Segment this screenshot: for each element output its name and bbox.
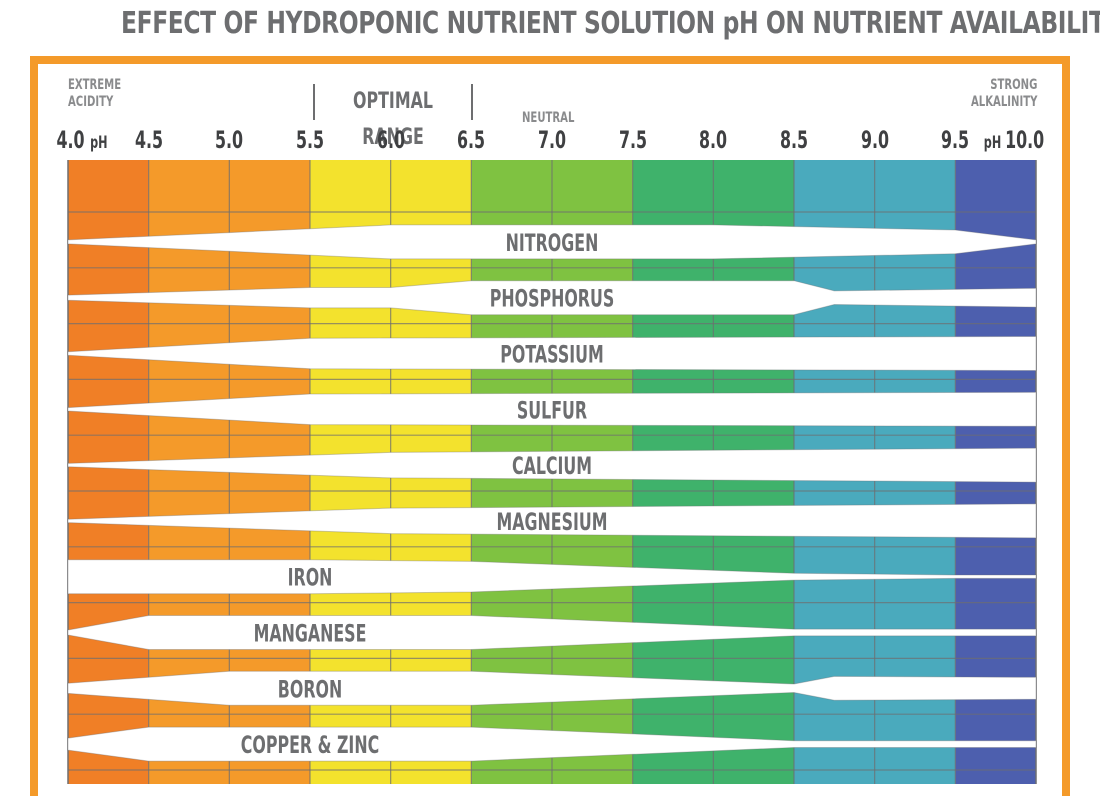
tick-label-9.0: 9.0 <box>860 126 889 154</box>
nutrient-labels: NITROGEN PHOSPHORUS POTASSIUM SULFUR CALCIUM… <box>241 228 614 759</box>
tick-label-8.5: 8.5 <box>779 126 809 154</box>
label-magnesium: MAGNESIUM <box>496 507 607 535</box>
band-nitrogen <box>67 224 1037 260</box>
extreme-label-line-1: EXTREME <box>68 77 122 93</box>
label-potassium: POTASSIUM <box>500 340 604 368</box>
tick-label-4.5: 4.5 <box>134 126 163 154</box>
tick-label-8.0: 8.0 <box>699 126 728 154</box>
label-copper-zinc: COPPER & ZINC <box>241 731 379 759</box>
tick-label-9.5: 9.5 <box>941 126 970 154</box>
chart-frame <box>30 56 1070 796</box>
extreme-acidity-label: EXTREME ACIDITY <box>68 77 121 111</box>
band-copper-zinc <box>67 726 1037 762</box>
label-calcium: CALCIUM <box>512 452 592 480</box>
tick-label-10.0: pH 10.0 <box>983 126 1045 154</box>
tick-label-7.0: 7.0 <box>537 126 567 154</box>
optimal-range-bracket: OPTIMAL RANGE <box>313 84 473 150</box>
band-boron <box>67 670 1037 706</box>
strong-alkalinity-label: STRONG ALKALINITY <box>971 77 1037 111</box>
neutral-label: NEUTRAL <box>522 110 575 126</box>
chart-title: EFFECT OF HYDROPONIC NUTRIENT SOLUTION p… <box>121 6 1100 41</box>
band-iron <box>67 559 1037 595</box>
label-nitrogen: NITROGEN <box>506 228 599 256</box>
tick-label-6.5: 6.5 <box>457 126 486 154</box>
band-manganese <box>67 615 1037 650</box>
tick-label-4.0: 4.0 pH <box>56 126 108 154</box>
tick-label-7.5: 7.5 <box>618 126 647 154</box>
optimal-range-label: OPTIMAL RANGE <box>353 89 433 150</box>
band-sulfur <box>67 391 1037 427</box>
tick-label-5.0: 5.0 <box>215 126 244 154</box>
tick-label-5.5: 5.5 <box>295 126 325 154</box>
label-phosphorus: PHOSPHORUS <box>490 284 615 312</box>
tick-label-6.0: 6.0 <box>376 126 405 154</box>
band-phosphorus <box>67 280 1037 316</box>
label-sulfur: SULFUR <box>517 396 587 424</box>
alkalinity-label-line-2: ALKALINITY <box>971 94 1038 110</box>
label-iron: IRON <box>288 563 333 591</box>
extreme-label-line-2: ACIDITY <box>68 94 114 110</box>
nutrient-bands <box>67 224 1037 762</box>
label-boron: BORON <box>278 675 342 703</box>
band-calcium <box>67 447 1037 483</box>
band-potassium <box>67 335 1037 372</box>
label-manganese: MANGANESE <box>254 619 367 647</box>
band-magnesium <box>67 503 1037 539</box>
alkalinity-label-line-1: STRONG <box>990 77 1038 93</box>
